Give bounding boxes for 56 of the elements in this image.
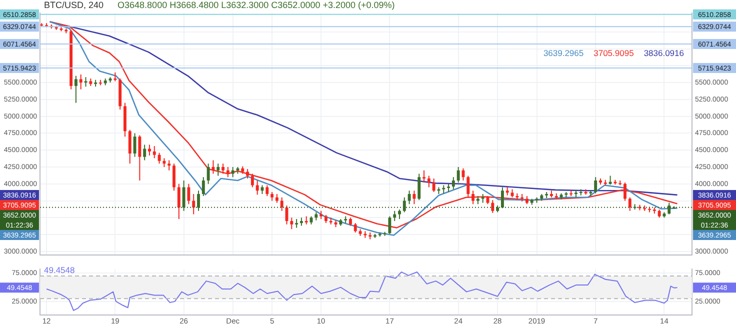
candlestick xyxy=(427,175,430,188)
candlestick xyxy=(158,152,161,164)
candlestick xyxy=(354,222,357,234)
candlestick xyxy=(212,160,215,174)
candlestick xyxy=(256,180,259,196)
candlestick xyxy=(500,186,504,209)
candlestick xyxy=(79,74,82,90)
candlestick xyxy=(128,129,132,164)
candlestick xyxy=(408,190,411,205)
candlestick xyxy=(226,166,230,178)
chart-title: BTC/USD, 240 xyxy=(44,0,104,10)
text: 3705.9095 xyxy=(594,48,634,58)
candlestick xyxy=(491,200,494,214)
candlestick xyxy=(168,160,171,171)
candlestick xyxy=(206,163,210,184)
candlestick xyxy=(668,202,671,215)
text: 3836.0916 xyxy=(644,48,684,58)
candlestick xyxy=(182,180,186,212)
candlestick xyxy=(152,146,156,159)
candlestick xyxy=(418,173,421,201)
candlestick xyxy=(422,170,426,184)
candlestick xyxy=(177,183,180,220)
candlestick xyxy=(280,196,284,212)
candlestick xyxy=(246,168,249,179)
candlestick xyxy=(432,178,436,192)
candlestick xyxy=(628,196,632,212)
series-label: 49.4548 xyxy=(44,265,75,275)
candlestick xyxy=(138,134,142,182)
candlestick xyxy=(402,196,406,213)
candlestick xyxy=(202,176,205,197)
candlestick xyxy=(624,182,626,202)
candlestick xyxy=(172,163,176,192)
candlestick xyxy=(143,144,146,161)
candlestick xyxy=(290,217,294,230)
candlestick xyxy=(222,163,224,174)
candlestick xyxy=(266,184,269,197)
candlestick xyxy=(456,166,460,184)
candlestick xyxy=(197,190,200,212)
candlestick xyxy=(192,194,196,215)
candlestick xyxy=(472,190,475,205)
candlestick xyxy=(74,75,78,104)
candlestick xyxy=(452,176,455,190)
candlestick xyxy=(216,163,220,176)
candlestick xyxy=(84,76,88,88)
candlestick xyxy=(393,210,396,222)
candlestick xyxy=(398,209,401,220)
candlestick xyxy=(148,144,151,156)
candlestick xyxy=(231,166,234,178)
candlestick xyxy=(466,175,470,198)
candlestick xyxy=(412,190,416,205)
candlestick xyxy=(388,216,392,234)
candlestick xyxy=(250,173,254,188)
candlestick xyxy=(594,176,598,194)
candlestick xyxy=(187,183,190,205)
text: O3648.8000 H3668.4800 L3632.3000 C3652.0000 +3.2000 (+0.09%) xyxy=(118,0,395,10)
text: 3639.2965 xyxy=(543,48,584,58)
